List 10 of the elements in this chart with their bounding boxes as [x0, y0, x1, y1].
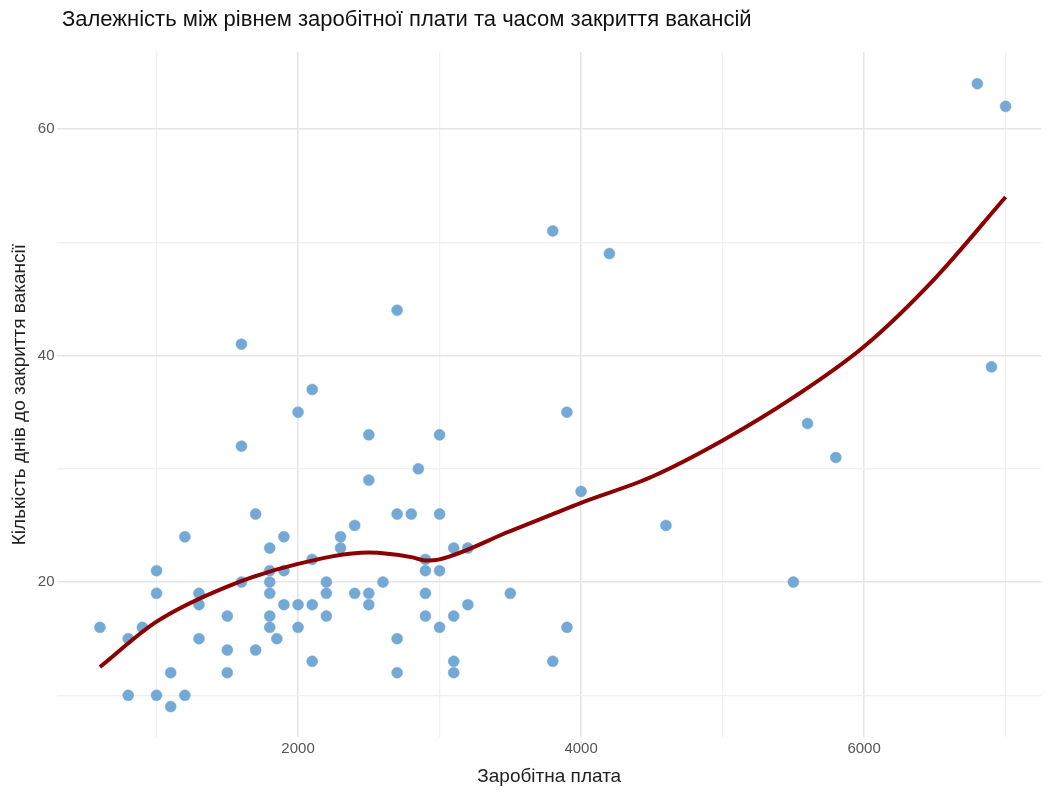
line-series	[97, 194, 1008, 669]
y-tick-label: 20	[37, 572, 55, 590]
y-tick-label: 60	[37, 119, 55, 137]
x-axis-title: Заробітна плата	[477, 764, 622, 786]
x-tick-label: 6000	[847, 739, 881, 757]
x-tick-label: 4000	[564, 739, 598, 757]
y-tick-label: 40	[37, 345, 55, 363]
y-axis-title: Кількість днів до закриття вакансії	[7, 243, 29, 546]
chart-title: Залежність між рівнем заробітної плати та часом закриття вакансій	[62, 6, 752, 32]
x-tick-label: 2000	[281, 739, 315, 757]
